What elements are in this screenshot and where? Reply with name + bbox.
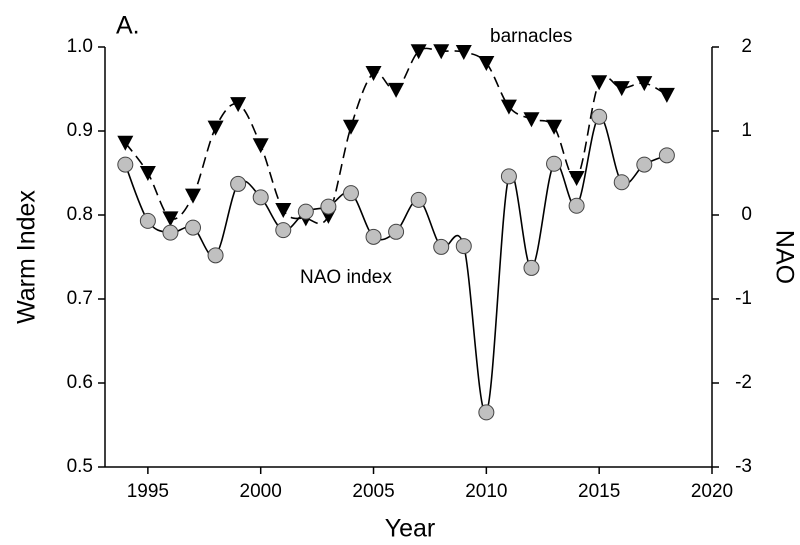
marker <box>342 185 359 202</box>
marker <box>613 174 630 191</box>
marker <box>455 238 472 255</box>
marker <box>523 112 540 128</box>
marker <box>117 135 134 151</box>
y-tick-label: 1.0 <box>67 36 93 57</box>
x-tick-label: 2010 <box>465 481 507 502</box>
x-tick-label: 2015 <box>578 481 620 502</box>
y2-axis-label: NAO <box>770 230 798 284</box>
marker <box>546 155 563 172</box>
marker <box>478 55 495 71</box>
x-axis-label: Year <box>385 515 436 543</box>
marker <box>591 108 608 125</box>
x-tick-label: 2005 <box>352 481 394 502</box>
marker <box>388 82 405 98</box>
marker <box>162 211 179 227</box>
marker <box>139 166 156 181</box>
marker <box>500 99 517 115</box>
marker <box>320 198 337 215</box>
marker <box>207 120 224 136</box>
panel-label: A. <box>116 12 140 40</box>
marker <box>365 66 382 82</box>
y-tick-label: 0.7 <box>67 288 93 309</box>
y2-tick-label: -1 <box>735 288 752 309</box>
y-tick-label: 0.8 <box>67 204 93 225</box>
x-tick-label: 1995 <box>127 481 169 502</box>
marker <box>388 223 405 240</box>
y2-tick-label: -2 <box>735 372 752 393</box>
y2-tick-label: 1 <box>741 120 752 141</box>
y-axis-label: Warm Index <box>13 190 41 324</box>
marker <box>658 87 675 103</box>
marker <box>117 156 134 173</box>
marker <box>252 138 269 154</box>
marker <box>658 147 675 164</box>
marker <box>185 219 202 236</box>
y-tick-label: 0.9 <box>67 120 93 141</box>
marker <box>139 212 156 229</box>
marker <box>478 404 495 421</box>
series-line <box>124 115 668 414</box>
series-line <box>124 47 668 225</box>
series-label: NAO index <box>300 267 392 288</box>
marker <box>636 156 653 173</box>
y-tick-label: 0.6 <box>67 372 93 393</box>
marker <box>297 203 314 220</box>
series-label: barnacles <box>490 26 572 47</box>
marker <box>500 168 517 185</box>
marker <box>523 259 540 276</box>
marker <box>613 81 630 97</box>
marker <box>568 171 585 187</box>
marker <box>275 202 292 218</box>
marker <box>230 97 247 113</box>
y2-tick-label: 0 <box>741 204 752 225</box>
marker <box>252 189 269 206</box>
y2-tick-label: -3 <box>735 456 752 477</box>
marker <box>636 76 653 92</box>
marker <box>185 188 202 204</box>
marker <box>591 75 608 91</box>
marker <box>568 197 585 214</box>
marker <box>410 191 427 208</box>
marker <box>455 45 472 61</box>
marker <box>546 119 563 135</box>
marker <box>365 228 382 245</box>
x-tick-label: 2020 <box>691 481 733 502</box>
marker <box>433 238 450 255</box>
marker <box>275 222 292 239</box>
marker <box>410 44 427 60</box>
y-tick-label: 0.5 <box>67 456 93 477</box>
marker <box>342 119 359 135</box>
y2-tick-label: 2 <box>741 36 752 57</box>
marker <box>162 224 179 241</box>
marker <box>433 44 450 60</box>
marker <box>230 175 247 192</box>
marker <box>207 247 224 264</box>
x-tick-label: 2000 <box>240 481 282 502</box>
